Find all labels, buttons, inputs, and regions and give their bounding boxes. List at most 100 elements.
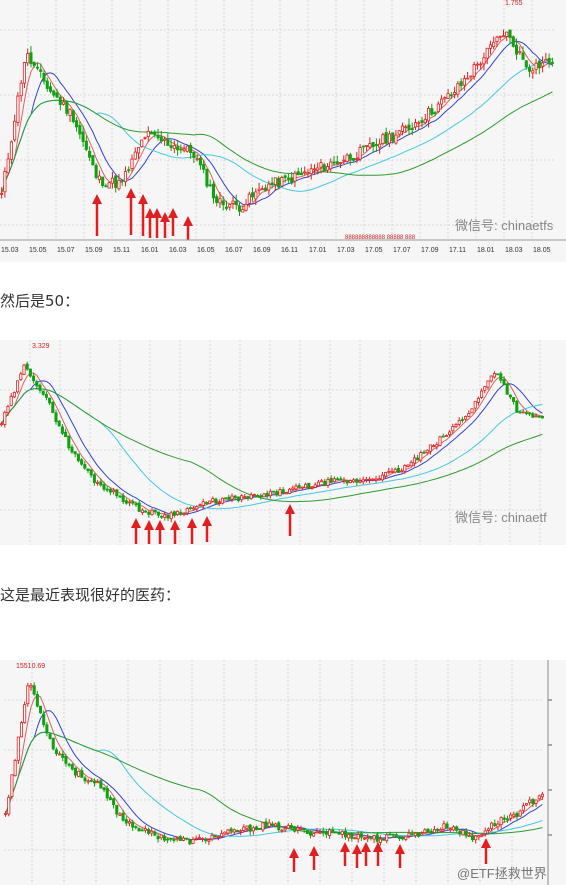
candle-body [35,693,39,707]
candle-body [472,64,476,77]
candle-body [227,496,231,500]
x-tick-label: 16.07 [225,247,243,254]
chart-background [0,340,566,545]
candle-body [254,191,258,200]
candle-body [179,512,183,515]
candle-body [374,478,378,481]
candle-body [80,770,84,778]
candle-body [64,756,68,764]
candle-body [340,830,344,835]
candle-body [185,508,189,514]
candle-body [201,838,205,840]
candle-body [305,829,309,834]
candle-body [531,413,535,418]
candle-body [38,384,42,391]
candle-body [188,839,192,845]
candle-body [136,147,141,154]
candle-body [531,798,535,805]
candle-body [133,151,137,160]
candle-body [78,125,82,135]
candle-body [492,373,496,378]
candle-body [22,364,26,375]
candle-body [509,814,513,819]
candle-body [474,835,478,841]
candle-body [52,90,56,96]
candle-body [73,451,77,455]
candle-body [198,157,202,166]
candle-body [444,435,448,437]
candle-body [175,837,179,839]
chart-background [0,660,566,885]
candle-body [73,767,77,776]
candle-body [534,62,538,70]
candle-body [143,828,147,831]
candle-body [224,497,228,500]
candle-body [197,837,201,839]
candle-body [464,830,468,837]
signal-arrow-head [352,844,362,854]
candle-body [486,828,490,831]
x-tick-label: 17.05 [365,247,383,254]
candle-body [426,108,431,122]
candle-body [296,171,300,176]
candle-body [45,724,49,734]
candle-body [419,452,423,461]
signal-arrow-head [168,208,178,218]
signal-arrow-head [481,838,491,848]
candle-body [216,835,220,838]
candle-body [12,392,16,398]
candle-body [394,134,398,144]
candle-body [80,459,84,465]
candle-body [28,368,32,377]
candle-body [320,480,324,483]
candle-body [156,135,160,139]
candle-body [480,833,484,836]
candle-body [86,780,90,783]
candle-body [334,831,338,834]
candle-body [273,177,277,185]
candle-body [339,162,343,164]
candle-body [489,375,493,382]
candle-body [445,823,449,829]
candle-body [62,101,66,105]
candle-body [342,159,346,162]
candle-body [528,799,532,803]
candle-body [325,166,330,171]
candle-body [213,834,217,838]
candle-body [348,480,352,484]
candle-body [470,408,474,414]
candle-body [6,158,10,174]
candle-body [245,825,249,829]
signal-arrow-head [395,844,405,854]
candle-body [410,833,414,835]
candle-body [309,168,313,175]
signal-arrow-head [340,842,350,852]
candle-body [274,823,278,827]
moving-average-line-10 [1,40,553,206]
chart-panel-1: 1.755 888888888888 88888 888 15.03 15.05 15.… [0,0,566,262]
candle-body [16,95,20,124]
candle-body [505,383,509,395]
candle-body [143,136,147,139]
signal-arrow-head [187,518,197,528]
candle-body [375,834,379,842]
candle-body [192,507,196,510]
candle-body [488,44,492,49]
candle-body [514,44,519,55]
candle-body [476,397,480,403]
candle-body [404,836,408,840]
watermark-text: 微信号: chinaetfs [455,218,554,233]
candle-body [280,829,284,832]
candle-body [7,797,11,815]
watermark-text: 微信号: chinaetf [455,510,547,525]
candle-body [233,495,237,498]
candle-body [541,62,545,67]
candle-body [283,175,287,178]
candle-body [339,478,343,481]
candle-body [127,169,131,172]
candle-body [498,35,502,38]
candle-body [189,144,193,153]
candle-body [58,753,62,756]
candle-body [54,749,58,755]
candle-body [112,798,116,806]
